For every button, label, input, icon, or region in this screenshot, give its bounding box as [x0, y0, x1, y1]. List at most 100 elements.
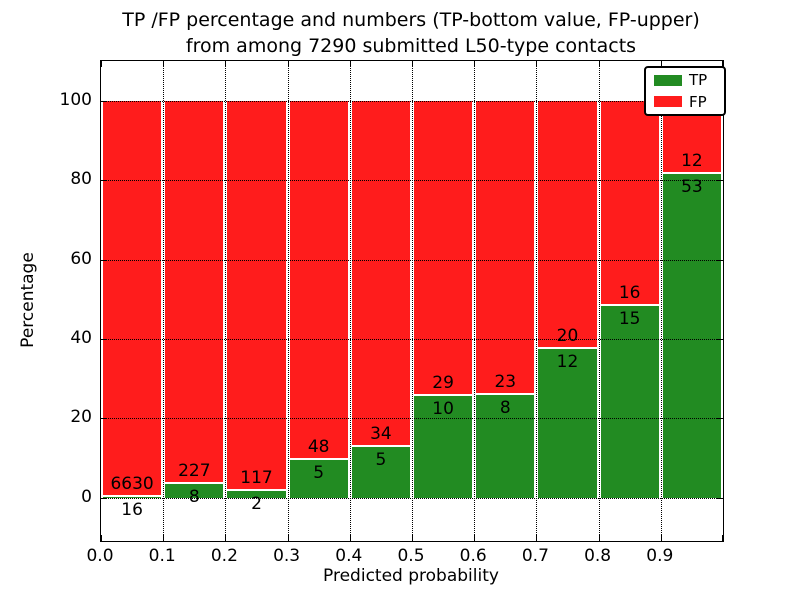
y-tick-label: 20 [70, 407, 92, 428]
x-tick-mark [101, 535, 102, 541]
gridline-vertical [660, 61, 662, 541]
gridline-vertical [536, 61, 538, 541]
y-tick-label: 60 [70, 248, 92, 269]
gridline-vertical [287, 61, 289, 541]
tp-count-label: 53 [681, 176, 703, 197]
tp-count-label: 5 [375, 449, 387, 470]
x-tick-mark [598, 535, 600, 541]
x-tick-label: 0.2 [210, 546, 238, 566]
fp-count-label: 6630 [110, 473, 154, 494]
y-tick-mark [101, 180, 107, 182]
y-tick-mark-right [717, 338, 723, 340]
bar-tp-segment [414, 395, 473, 498]
x-tick-mark-top [536, 61, 538, 67]
x-tick-label: 0.5 [397, 546, 425, 566]
fp-legend-label: FP [689, 92, 707, 111]
y-axis-label: Percentage [18, 252, 38, 348]
y-tick-label: 0 [81, 486, 92, 507]
gridline-vertical [412, 61, 413, 541]
bar-fp-segment [227, 100, 286, 492]
tp-count-label: 5 [313, 463, 325, 484]
x-tick-mark-top [349, 61, 351, 67]
x-tick-mark-top [598, 61, 600, 67]
x-tick-mark [412, 535, 413, 541]
x-tick-mark-top [660, 61, 662, 67]
x-tick-label: 0.1 [148, 546, 176, 566]
bar-fp-segment [414, 100, 473, 396]
plot-area: 6630 16 227 8 117 2 48 5 34 5 29 10 23 8 20 12 16 15 12 53 [100, 60, 724, 542]
x-tick-label: 0.4 [335, 546, 363, 566]
gridline-vertical [225, 61, 227, 541]
x-tick-mark-top [101, 61, 102, 67]
bar-fp-segment [165, 100, 224, 485]
bar-tp-segment [476, 395, 535, 498]
x-tick-mark [287, 535, 289, 541]
bar-fp-segment [289, 100, 348, 461]
x-tick-mark [474, 535, 476, 541]
tp-count-label: 2 [251, 494, 262, 515]
tp-count-label: 10 [432, 398, 454, 419]
x-tick-mark-top [412, 61, 413, 67]
chart-title-line2: from among 7290 submitted L50-type conta… [185, 34, 637, 57]
bar-tp-segment [600, 305, 659, 498]
bar-tp-segment [165, 484, 224, 498]
fp-count-label: 20 [556, 325, 579, 346]
gridline-vertical [598, 61, 600, 541]
x-tick-mark [660, 535, 662, 541]
x-tick-mark-top [474, 61, 476, 67]
x-tick-mark-top [163, 61, 165, 67]
x-tick-label: 0.3 [273, 546, 301, 566]
x-tick-mark-top [287, 61, 289, 67]
bar-tp-segment [538, 348, 597, 498]
chart-title: TP /FP percentage and numbers (TP-bottom… [100, 8, 722, 59]
x-tick-mark [349, 535, 351, 541]
x-tick-mark [722, 535, 723, 541]
tp-legend-swatch [654, 74, 682, 86]
gridline-vertical [474, 61, 476, 541]
fp-count-label: 12 [681, 151, 703, 171]
tp-count-label: 8 [499, 398, 511, 419]
x-tick-mark-top [225, 61, 227, 67]
x-tick-label: 0.6 [459, 546, 487, 566]
bar-tp-segment [351, 446, 410, 498]
gridline-vertical [349, 61, 351, 541]
legend: TP FP [644, 66, 726, 116]
tp-count-label: 15 [618, 308, 641, 329]
x-tick-label: 0.9 [646, 546, 674, 566]
x-tick-label: 0.0 [86, 546, 114, 566]
x-axis-label: Predicted probability [323, 566, 499, 586]
y-tick-label: 100 [59, 89, 92, 110]
y-tick-mark [101, 100, 107, 102]
fp-legend-swatch [654, 96, 682, 108]
y-tick-label: 80 [70, 169, 92, 190]
y-tick-mark [101, 338, 107, 340]
legend-item-fp: FP [654, 93, 724, 111]
bar-tp-segment [662, 173, 721, 498]
bar-tp-segment [103, 496, 162, 498]
bar-fp-segment [103, 100, 162, 497]
y-tick-mark [101, 418, 107, 420]
y-tick-mark-right [717, 180, 723, 182]
y-tick-mark [101, 259, 107, 261]
bar-fp-segment [600, 100, 659, 306]
y-tick-mark-right [717, 418, 723, 420]
bar-fp-segment [476, 100, 535, 396]
x-tick-label: 0.8 [584, 546, 612, 566]
bar-fp-segment [538, 100, 597, 349]
fp-count-label: 16 [618, 282, 641, 303]
gridline-vertical [163, 61, 165, 541]
fp-count-label: 23 [494, 372, 517, 393]
x-tick-mark [163, 535, 165, 541]
fp-count-label: 117 [240, 468, 273, 489]
x-tick-mark-top [722, 61, 723, 67]
fp-count-label: 227 [178, 461, 211, 482]
fp-count-label: 48 [307, 437, 330, 458]
tp-count-label: 16 [121, 499, 143, 520]
tp-legend-label: TP [689, 71, 708, 90]
bar-tp-segment [289, 460, 348, 498]
fp-count-label: 34 [370, 423, 392, 444]
y-tick-mark-right [717, 497, 723, 499]
x-tick-mark [536, 535, 538, 541]
x-tick-mark [225, 535, 227, 541]
bar-tp-segment [227, 491, 286, 498]
